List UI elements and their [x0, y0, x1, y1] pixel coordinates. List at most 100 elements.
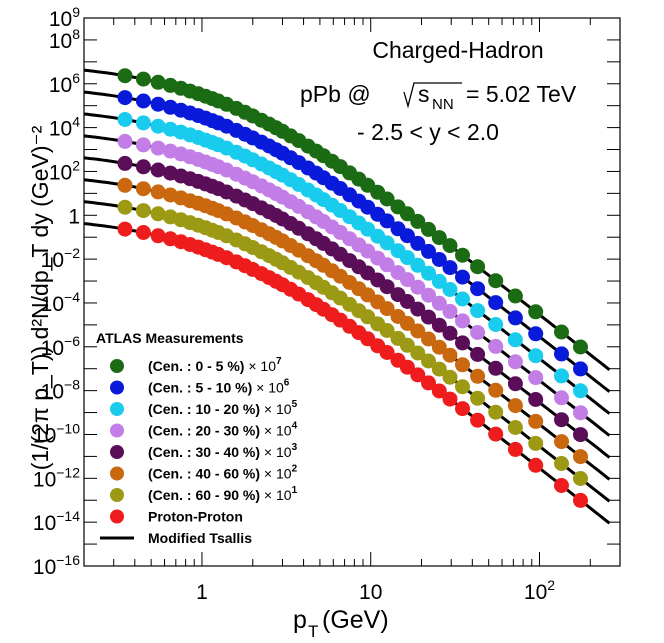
- data-point: [442, 369, 458, 385]
- y-tick-label: 109: [49, 4, 80, 31]
- data-point: [399, 228, 415, 244]
- data-point: [379, 213, 395, 229]
- data-point: [410, 367, 426, 383]
- y-tick-label: 10−4: [41, 289, 81, 316]
- y-tick-label: 104: [49, 114, 80, 141]
- data-point: [117, 199, 133, 215]
- data-point: [573, 339, 588, 355]
- data-point: [507, 420, 523, 435]
- data-point: [528, 392, 544, 407]
- data-point: [421, 331, 436, 347]
- plot-frame: [83, 17, 621, 567]
- data-point: [470, 325, 486, 340]
- data-point: [507, 398, 523, 414]
- data-point: [431, 317, 447, 333]
- energy-subscript: NN: [432, 96, 454, 113]
- data-point: [431, 339, 447, 355]
- data-point: [117, 133, 133, 149]
- y-tick-label: 10−14: [33, 508, 80, 535]
- data-point: [421, 375, 436, 391]
- y-tick-label: 10−16: [33, 552, 80, 579]
- data-point: [399, 315, 415, 331]
- data-point: [455, 269, 470, 285]
- data-point: [135, 181, 151, 197]
- data-point: [117, 221, 133, 237]
- data-point: [410, 323, 426, 339]
- data-point: [488, 426, 504, 442]
- data-point: [442, 260, 458, 276]
- data-point: [410, 345, 426, 361]
- y-tick-label: 10−2: [41, 245, 81, 272]
- data-point: [573, 449, 588, 465]
- data-point: [399, 359, 415, 375]
- legend-label: (Cen. : 20 - 30 %) × 104: [148, 421, 298, 439]
- legend-marker: [110, 466, 124, 481]
- x-tick-label: 10: [359, 581, 382, 604]
- x-axis-title-main: p: [293, 606, 307, 634]
- legend-label: (Cen. : 30 - 40 %) × 103: [148, 442, 298, 460]
- x-axis-title-unit: (GeV): [322, 606, 389, 634]
- data-point: [150, 140, 166, 156]
- data-point: [421, 353, 436, 369]
- data-point: [135, 93, 151, 109]
- data-point: [150, 118, 166, 134]
- data-point: [470, 346, 486, 362]
- data-point: [488, 273, 504, 289]
- x-axis-title-sub: T: [308, 622, 318, 641]
- data-point: [528, 370, 544, 386]
- y-tick-label: 102: [49, 157, 80, 184]
- legend-label: (Cen. : 5 - 10 %) × 106: [148, 378, 290, 396]
- axis-ticks: [83, 17, 621, 567]
- data-point: [379, 257, 395, 273]
- legend-fit-label: Modified Tsallis: [148, 530, 252, 546]
- data-point: [507, 310, 523, 326]
- data-point: [442, 238, 458, 254]
- data-point: [528, 435, 544, 451]
- data-point: [379, 191, 395, 207]
- y-axis-title: (1/(2π p_T)) d²N/dp_T dy (GeV)⁻²: [27, 125, 53, 470]
- data-point: [554, 434, 569, 450]
- data-point: [528, 304, 544, 320]
- data-point: [470, 281, 486, 297]
- data-point: [379, 345, 395, 360]
- system-label: pPb @: [300, 81, 371, 107]
- data-point: [399, 294, 415, 309]
- data-point: [117, 177, 133, 193]
- data-point: [150, 184, 166, 200]
- data-point: [431, 383, 447, 399]
- data-point: [528, 457, 544, 473]
- legend-label: (Cen. : 10 - 20 %) × 105: [148, 399, 298, 417]
- data-point: [455, 313, 470, 329]
- y-tick-label: 10−8: [41, 377, 81, 404]
- data-point: [399, 206, 415, 222]
- data-point: [379, 323, 395, 338]
- sqrt-sign: [403, 82, 462, 109]
- chart-title: Charged-Hadron: [372, 37, 543, 63]
- data-point: [150, 96, 166, 112]
- data-point: [431, 252, 447, 267]
- data-point: [528, 326, 544, 342]
- data-point: [455, 247, 470, 263]
- data-point: [431, 295, 447, 311]
- data-point: [455, 291, 470, 307]
- rapidity-label: - 2.5 < y < 2.0: [357, 119, 499, 145]
- legend-marker: [110, 445, 124, 459]
- data-point: [554, 456, 569, 471]
- y-tick-label: 1: [68, 205, 80, 228]
- data-point: [573, 471, 588, 486]
- data-point: [455, 379, 470, 395]
- data-point: [507, 332, 523, 348]
- data-point: [470, 259, 486, 275]
- y-tick-label: 10−12: [33, 464, 80, 491]
- data-point: [421, 265, 436, 281]
- data-point: [488, 360, 504, 376]
- legend-label: (Cen. : 60 - 90 %) × 101: [148, 485, 298, 503]
- data-point: [470, 303, 486, 319]
- data-point: [135, 159, 151, 175]
- data-point: [150, 74, 166, 90]
- data-point: [507, 288, 523, 304]
- data-point: [488, 404, 504, 420]
- data-point: [150, 228, 166, 244]
- legend-label: (Cen. : 0 - 5 %) × 107: [148, 356, 282, 374]
